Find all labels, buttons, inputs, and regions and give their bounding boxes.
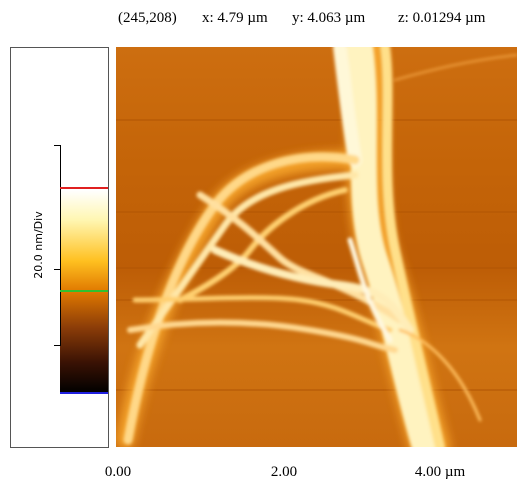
scale-label: 20.0 nm/Div	[32, 211, 45, 279]
status-y: y: 4.063 µm	[292, 10, 366, 26]
x-axis-label: 2.00	[271, 464, 297, 480]
status-z: z: 0.01294 µm	[398, 10, 486, 26]
x-axis-label: 0.00	[105, 464, 131, 480]
afm-image	[116, 47, 517, 447]
status-pixel: (245,208)	[118, 10, 177, 26]
x-axis-label: 4.00 µm	[415, 464, 466, 480]
status-x: x: 4.79 µm	[202, 10, 268, 26]
